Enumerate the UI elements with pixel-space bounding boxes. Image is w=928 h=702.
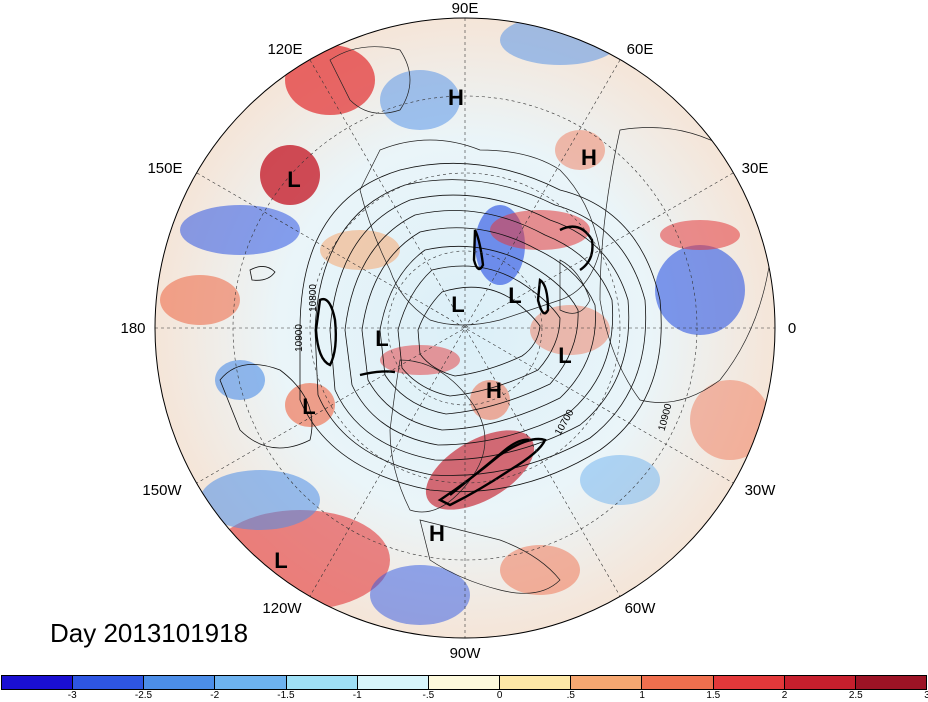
pressure-center-low: L bbox=[451, 292, 464, 317]
colorbar-swatch bbox=[713, 676, 785, 689]
contour-label: 10900 bbox=[294, 324, 305, 352]
lon-label-90w: 90W bbox=[450, 645, 482, 662]
graticule bbox=[155, 18, 775, 638]
colorbar-swatch bbox=[642, 676, 714, 689]
lon-label-30w: 30W bbox=[745, 482, 777, 499]
colorbar-tick-label: -2.5 bbox=[134, 690, 153, 701]
colorbar-swatch bbox=[500, 676, 572, 689]
colorbar-tick-label: 1 bbox=[639, 690, 645, 701]
jet-contours bbox=[314, 225, 594, 507]
colorbar-tick-label: -3 bbox=[67, 690, 77, 701]
pressure-center-low: L bbox=[558, 343, 571, 368]
lon-label-0: 0 bbox=[788, 320, 796, 337]
colorbar-swatch bbox=[73, 676, 145, 689]
pressure-center-low: L bbox=[508, 283, 521, 308]
colorbar bbox=[1, 675, 927, 690]
pressure-center-high: H bbox=[448, 85, 464, 110]
height-contours bbox=[219, 162, 662, 493]
colorbar-swatch bbox=[144, 676, 216, 689]
pressure-center-high: H bbox=[581, 145, 597, 170]
lon-label-30e: 30E bbox=[742, 160, 769, 177]
colorbar-swatch bbox=[215, 676, 287, 689]
colorbar-tick-label: .5 bbox=[566, 690, 575, 701]
lon-label-120e: 120E bbox=[267, 41, 302, 58]
colorbar-tick-label: -1.5 bbox=[277, 690, 295, 701]
colorbar-tick-label: 2.5 bbox=[848, 690, 863, 701]
lon-label-180: 180 bbox=[120, 320, 145, 337]
colorbar-tick-label: 0 bbox=[496, 690, 503, 701]
lon-label-90e: 90E bbox=[452, 0, 479, 17]
pressure-center-low: L bbox=[375, 326, 388, 351]
colorbar-tick-label: 3 bbox=[924, 690, 928, 701]
pressure-center-low: L bbox=[274, 548, 287, 573]
pressure-center-high: H bbox=[429, 521, 445, 546]
lon-label-120w: 120W bbox=[262, 600, 302, 617]
colorbar-tick-label: -2 bbox=[210, 690, 220, 701]
pressure-center-low: L bbox=[287, 167, 300, 192]
colorbar-tick-label: 1.5 bbox=[706, 690, 721, 701]
lon-label-150e: 150E bbox=[147, 160, 182, 177]
colorbar-tick-label: -1 bbox=[352, 690, 362, 701]
colorbar-tick-label: -.5 bbox=[422, 690, 435, 701]
lon-label-60e: 60E bbox=[627, 41, 654, 58]
pressure-center-low: L bbox=[302, 394, 315, 419]
pressure-center-high: H bbox=[486, 378, 502, 403]
colorbar-swatch bbox=[286, 676, 358, 689]
lon-label-150w: 150W bbox=[142, 482, 182, 499]
colorbar-swatch bbox=[428, 676, 501, 689]
contour-label: 10800 bbox=[308, 284, 319, 312]
date-title: Day 2013101918 bbox=[50, 618, 249, 648]
colorbar-swatch bbox=[784, 676, 856, 689]
colorbar-swatch bbox=[2, 676, 74, 689]
map-border bbox=[154, 17, 776, 639]
colorbar-swatch bbox=[357, 676, 429, 689]
colorbar-swatch bbox=[571, 676, 643, 689]
colorbar-tick-label: 2 bbox=[781, 690, 788, 701]
colorbar-swatch bbox=[855, 676, 927, 689]
lon-label-60w: 60W bbox=[625, 600, 657, 617]
colorbar-labels: -3 -2.5 -2 -1.5 -1 -.5 0 .5 1 1.5 2 2.5 3 bbox=[1, 690, 928, 702]
anomaly-field bbox=[155, 18, 775, 638]
